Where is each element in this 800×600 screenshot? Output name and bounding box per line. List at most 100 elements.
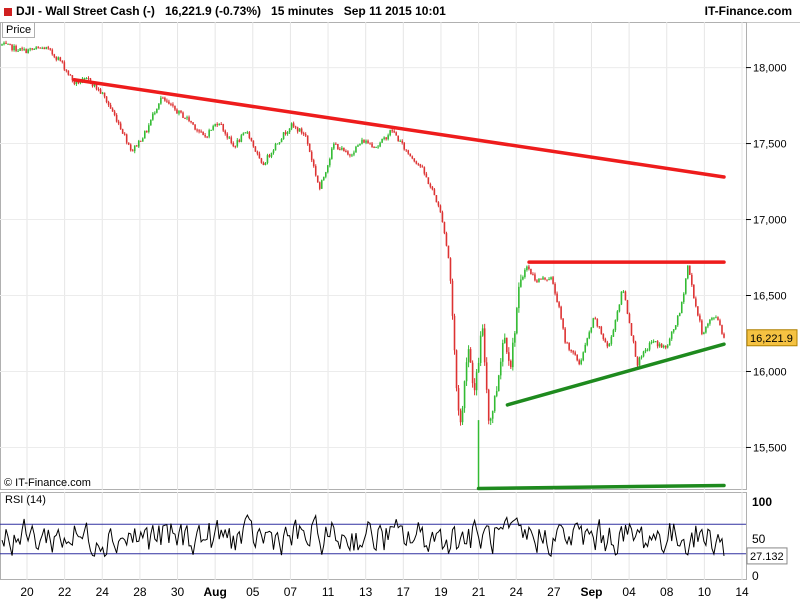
trendline-green xyxy=(476,483,726,491)
candle-body xyxy=(397,135,399,141)
candle-body xyxy=(11,44,13,51)
quote-value: 16,221.9 (-0.73%) xyxy=(164,4,261,18)
candle-body xyxy=(318,182,321,189)
candle-body xyxy=(411,156,414,159)
rsi-last-label: 27.132 xyxy=(750,551,784,563)
candle-body xyxy=(258,153,261,159)
candle-body xyxy=(461,408,464,423)
candle-body xyxy=(103,92,106,97)
candle-body xyxy=(419,164,422,167)
candle-body xyxy=(381,138,383,143)
candle-body xyxy=(516,308,518,334)
candle-body xyxy=(284,132,287,134)
candle-body xyxy=(75,80,78,84)
candle-body xyxy=(208,130,210,137)
y-tick-label: 17,500 xyxy=(753,139,787,151)
last-price-box xyxy=(746,329,798,347)
candle-body xyxy=(371,143,373,147)
candle-body xyxy=(55,56,58,60)
candle-body xyxy=(256,151,259,154)
candle-body xyxy=(192,122,194,125)
candle-body xyxy=(172,104,174,106)
candle-body xyxy=(146,131,148,133)
candle-body xyxy=(127,142,130,145)
candle-body xyxy=(407,150,410,154)
candle-body xyxy=(680,301,683,314)
candle-body xyxy=(152,113,154,120)
candle-body xyxy=(156,108,158,113)
candle-body xyxy=(158,103,160,109)
candle-body xyxy=(638,357,641,366)
candle-body xyxy=(447,245,450,259)
candle-body xyxy=(320,180,323,189)
candle-body xyxy=(604,338,607,343)
candle-body xyxy=(723,333,725,338)
candle-body xyxy=(5,42,7,44)
candle-body xyxy=(514,333,516,343)
candle-body xyxy=(288,128,291,132)
candle-body xyxy=(210,129,212,131)
candle-body xyxy=(560,306,562,319)
trendline-red xyxy=(72,77,726,179)
candle-body xyxy=(212,126,214,130)
candle-body xyxy=(57,57,60,60)
header-info: DJI - Wall Street Cash (-) 16,221.9 (-0.… xyxy=(4,4,446,18)
candle-body xyxy=(345,150,347,152)
candle-body xyxy=(71,75,74,81)
candle-body xyxy=(150,119,152,126)
candle-body xyxy=(439,205,442,213)
candle-body xyxy=(518,286,520,309)
candle-body xyxy=(47,47,50,49)
candle-body xyxy=(612,330,615,337)
candle-body xyxy=(598,326,601,328)
candle-body xyxy=(351,154,353,156)
candle-body xyxy=(41,47,44,49)
candle-body xyxy=(294,126,297,128)
candle-body xyxy=(25,49,27,53)
candle-body xyxy=(483,328,486,363)
candle-body xyxy=(176,109,178,114)
candle-body xyxy=(133,145,136,152)
candle-body xyxy=(186,117,188,119)
candle-body xyxy=(73,80,76,84)
candle-body xyxy=(361,139,363,144)
x-tick-label: 13 xyxy=(359,585,373,599)
candle-body xyxy=(672,329,675,332)
candle-body xyxy=(274,144,277,151)
interval-label: 15 minutes xyxy=(271,4,334,18)
candle-body xyxy=(107,101,110,105)
candle-body xyxy=(97,89,100,91)
candle-body xyxy=(666,345,669,348)
candle-body xyxy=(264,162,267,165)
x-tick-label: Aug xyxy=(203,585,226,599)
candle-body xyxy=(489,418,492,421)
candle-body xyxy=(610,336,613,344)
candle-body xyxy=(600,326,603,334)
candle-body xyxy=(501,342,504,362)
candle-body xyxy=(135,145,138,147)
candle-body xyxy=(202,131,204,135)
candle-body xyxy=(387,135,389,140)
candle-body xyxy=(648,342,651,350)
candle-body xyxy=(538,278,540,282)
candle-body xyxy=(425,173,428,178)
watermark: © IT-Finance.com xyxy=(4,477,91,489)
candle-body xyxy=(228,137,231,139)
candle-body xyxy=(27,49,29,53)
candle-body xyxy=(85,78,88,80)
candle-body xyxy=(143,131,146,139)
candle-body xyxy=(79,82,82,84)
candle-body xyxy=(244,132,247,134)
candle-body xyxy=(65,69,68,71)
candle-body xyxy=(701,320,703,335)
candle-body xyxy=(417,163,420,165)
x-tick-label: Sep xyxy=(580,585,602,599)
candle-body xyxy=(117,121,120,124)
x-tick-label: 11 xyxy=(322,585,335,599)
candle-body xyxy=(717,317,719,321)
candle-body xyxy=(314,166,317,176)
candle-body xyxy=(626,300,629,314)
candle-body xyxy=(379,142,381,147)
price-panel-label: Price xyxy=(2,22,36,38)
candle-body xyxy=(286,131,289,134)
